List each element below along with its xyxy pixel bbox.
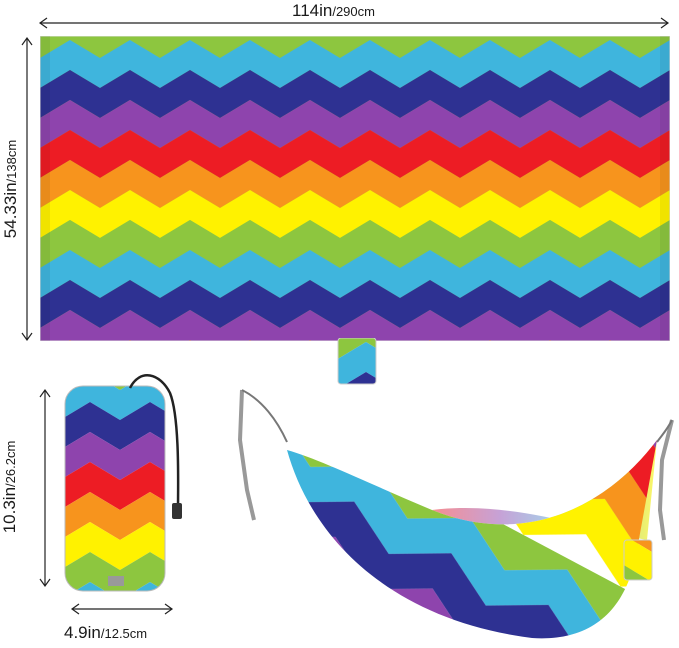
height-label: 54.33in/138cm	[1, 114, 20, 264]
flat-hammock	[40, 36, 670, 341]
width-label: 114in/290cm	[292, 2, 375, 20]
hammock-stuff-sack	[623, 539, 653, 581]
height-imperial: 54.33in	[1, 182, 20, 239]
small-stuff-sack	[337, 338, 377, 385]
packed-stuff-bag	[64, 374, 182, 592]
hanging-hammock	[237, 389, 674, 639]
bag-width-label: 4.9in/12.5cm	[64, 624, 147, 642]
drawstring-toggle	[172, 503, 182, 519]
width-imperial: 114in	[292, 1, 333, 20]
bag-height-dimension-arrow	[39, 388, 51, 588]
height-metric: /138cm	[4, 139, 19, 183]
bag-width-metric: /12.5cm	[100, 626, 148, 641]
bag-height-label: 10.3in/26.2cm	[0, 427, 19, 547]
bag-width-imperial: 4.9in	[64, 623, 101, 642]
bag-width-dimension-arrow	[70, 603, 174, 615]
width-metric: /290cm	[332, 4, 375, 19]
bag-height-metric: /26.2cm	[3, 440, 18, 487]
bag-height-imperial: 10.3in	[0, 486, 19, 534]
height-dimension-arrow	[21, 36, 33, 342]
width-dimension-arrow	[38, 17, 670, 29]
